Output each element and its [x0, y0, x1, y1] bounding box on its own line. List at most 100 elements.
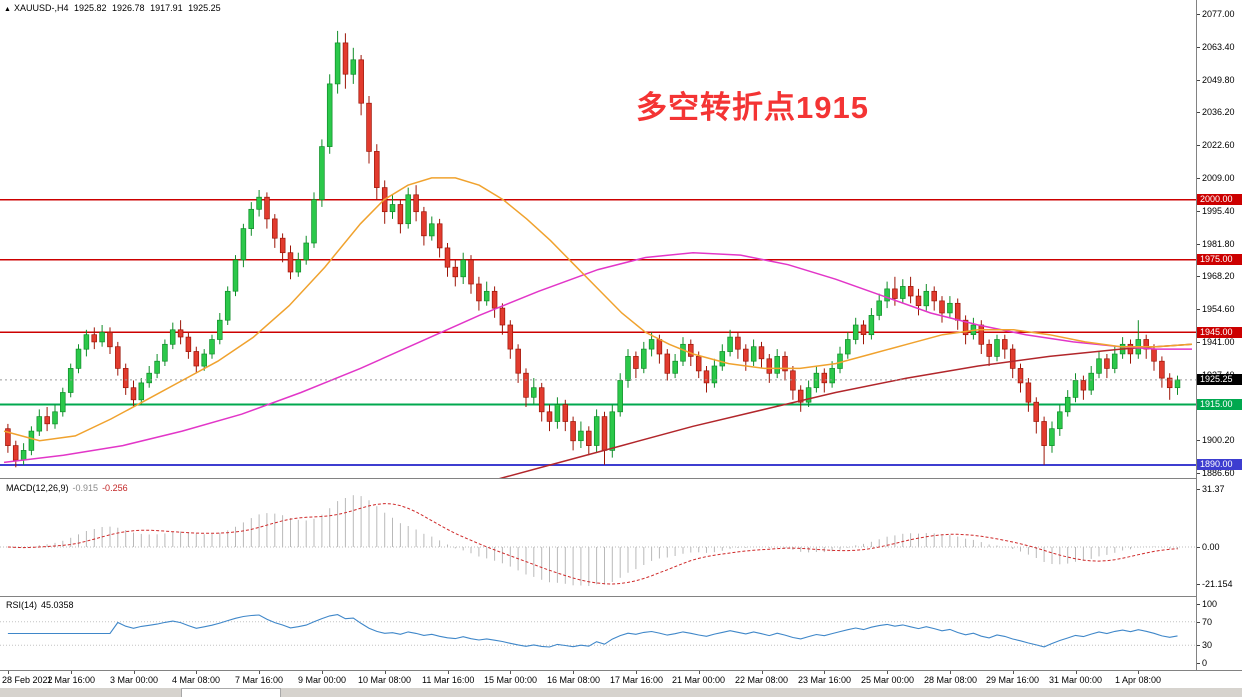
time-tick-mark — [699, 671, 700, 674]
axis-tick-mark — [1197, 584, 1200, 585]
time-label: 10 Mar 08:00 — [358, 675, 412, 685]
macd-axis-label: 0.00 — [1202, 542, 1220, 552]
time-tick-mark — [322, 671, 323, 674]
axis-tick-mark — [1197, 622, 1200, 623]
time-label: 3 Mar 00:00 — [110, 675, 159, 685]
time-label: 22 Mar 08:00 — [735, 675, 789, 685]
time-tick-mark — [1076, 671, 1077, 674]
price-axis[interactable]: 2077.00 2063.40 2049.80 2036.20 2022.60 2009.… — [1196, 0, 1242, 670]
time-label: 28 Mar 08:00 — [924, 675, 978, 685]
time-tick-mark — [259, 671, 260, 674]
time-label: 1 Mar 16:00 — [47, 675, 96, 685]
price-tick-label: 1941.00 — [1202, 337, 1235, 347]
time-tick-mark — [887, 671, 888, 674]
axis-tick-mark — [1197, 211, 1200, 212]
axis-tick-mark — [1197, 440, 1200, 441]
symbol-ohlc-info: ▲ XAUUSD-,H4 1925.82 1926.78 1917.91 1925… — [4, 3, 224, 13]
rsi-name: RSI(14) — [6, 600, 38, 610]
axis-tick-mark — [1197, 80, 1200, 81]
price-tick-label: 2049.80 — [1202, 75, 1235, 85]
price-tick-label: 1900.20 — [1202, 435, 1235, 445]
time-label: 16 Mar 08:00 — [547, 675, 601, 685]
main-price-chart[interactable] — [0, 0, 1196, 478]
time-tick-mark — [1138, 671, 1139, 674]
time-tick-mark — [71, 671, 72, 674]
price-tick-label: 1981.80 — [1202, 239, 1235, 249]
time-label: 1 Apr 08:00 — [1115, 675, 1162, 685]
macd-axis-label: -21.154 — [1202, 579, 1233, 589]
time-label: 21 Mar 00:00 — [672, 675, 726, 685]
high-value: 1926.78 — [112, 3, 145, 13]
price-tick-label: 2022.60 — [1202, 140, 1235, 150]
rsi-axis-label: 70 — [1202, 617, 1213, 627]
axis-tick-mark — [1197, 244, 1200, 245]
price-tick-label: 2036.20 — [1202, 107, 1235, 117]
price-tick-label: 2063.40 — [1202, 42, 1235, 52]
time-tick-mark — [824, 671, 825, 674]
close-value: 1925.25 — [188, 3, 221, 13]
scrollbar-thumb[interactable] — [181, 688, 281, 697]
axis-tick-mark — [1197, 547, 1200, 548]
axis-tick-mark — [1197, 14, 1200, 15]
hline-price-label: 2000.00 — [1197, 194, 1242, 205]
macd-signal-value: -0.256 — [102, 483, 128, 493]
time-tick-mark — [448, 671, 449, 674]
time-label: 15 Mar 00:00 — [484, 675, 538, 685]
axis-tick-mark — [1197, 145, 1200, 146]
time-tick-mark — [573, 671, 574, 674]
rsi-axis-label: 0 — [1202, 658, 1208, 668]
panel-separator[interactable] — [0, 478, 1242, 479]
axis-tick-mark — [1197, 663, 1200, 664]
axis-tick-mark — [1197, 309, 1200, 310]
hline-price-label: 1890.00 — [1197, 459, 1242, 470]
axis-tick-mark — [1197, 276, 1200, 277]
rsi-value: 45.0358 — [41, 600, 74, 610]
time-label: 29 Mar 16:00 — [986, 675, 1040, 685]
macd-name: MACD(12,26,9) — [6, 483, 69, 493]
time-label: 11 Mar 16:00 — [422, 675, 475, 685]
time-label: 31 Mar 00:00 — [1049, 675, 1103, 685]
time-label: 25 Mar 00:00 — [861, 675, 915, 685]
axis-tick-mark — [1197, 342, 1200, 343]
time-label: 4 Mar 08:00 — [172, 675, 221, 685]
panel-separator[interactable] — [0, 596, 1242, 597]
rsi-indicator-label: RSI(14) 45.0358 — [6, 600, 74, 610]
axis-tick-mark — [1197, 645, 1200, 646]
up-arrow-icon: ▲ — [4, 6, 11, 13]
price-tick-label: 1886.60 — [1202, 468, 1235, 478]
macd-panel[interactable] — [0, 479, 1196, 596]
axis-tick-mark — [1197, 112, 1200, 113]
price-tick-label: 1968.20 — [1202, 271, 1235, 281]
annotation-text: 多空转折点1915 — [636, 90, 869, 125]
price-tick-label: 1995.40 — [1202, 206, 1235, 216]
time-label: 28 Feb 2022 — [2, 675, 53, 685]
price-tick-label: 1954.60 — [1202, 304, 1235, 314]
axis-tick-mark — [1197, 473, 1200, 474]
low-value: 1917.91 — [150, 3, 183, 13]
time-label: 9 Mar 00:00 — [298, 675, 347, 685]
time-tick-mark — [762, 671, 763, 674]
time-tick-mark — [196, 671, 197, 674]
rsi-panel[interactable] — [0, 597, 1196, 670]
axis-tick-mark — [1197, 604, 1200, 605]
current-price-label: 1925.25 — [1197, 374, 1242, 385]
time-tick-mark — [385, 671, 386, 674]
time-label: 7 Mar 16:00 — [235, 675, 284, 685]
hline-price-label: 1975.00 — [1197, 254, 1242, 265]
time-tick-mark — [1013, 671, 1014, 674]
bottom-bar — [0, 688, 1242, 697]
macd-main-value: -0.915 — [72, 483, 99, 493]
time-axis[interactable]: 28 Feb 2022 1 Mar 16:00 3 Mar 00:00 4 Mar 0… — [0, 670, 1242, 688]
time-tick-mark — [636, 671, 637, 674]
hline-price-label: 1945.00 — [1197, 327, 1242, 338]
symbol-period-label: XAUUSD-,H4 — [13, 3, 69, 13]
rsi-axis-label: 100 — [1202, 599, 1218, 609]
time-tick-mark — [134, 671, 135, 674]
open-value: 1925.82 — [73, 3, 107, 13]
time-tick-mark — [510, 671, 511, 674]
price-tick-label: 2077.00 — [1202, 9, 1235, 19]
macd-indicator-label: MACD(12,26,9) -0.915 -0.256 — [6, 483, 128, 493]
time-label: 23 Mar 16:00 — [798, 675, 852, 685]
axis-tick-mark — [1197, 489, 1200, 490]
